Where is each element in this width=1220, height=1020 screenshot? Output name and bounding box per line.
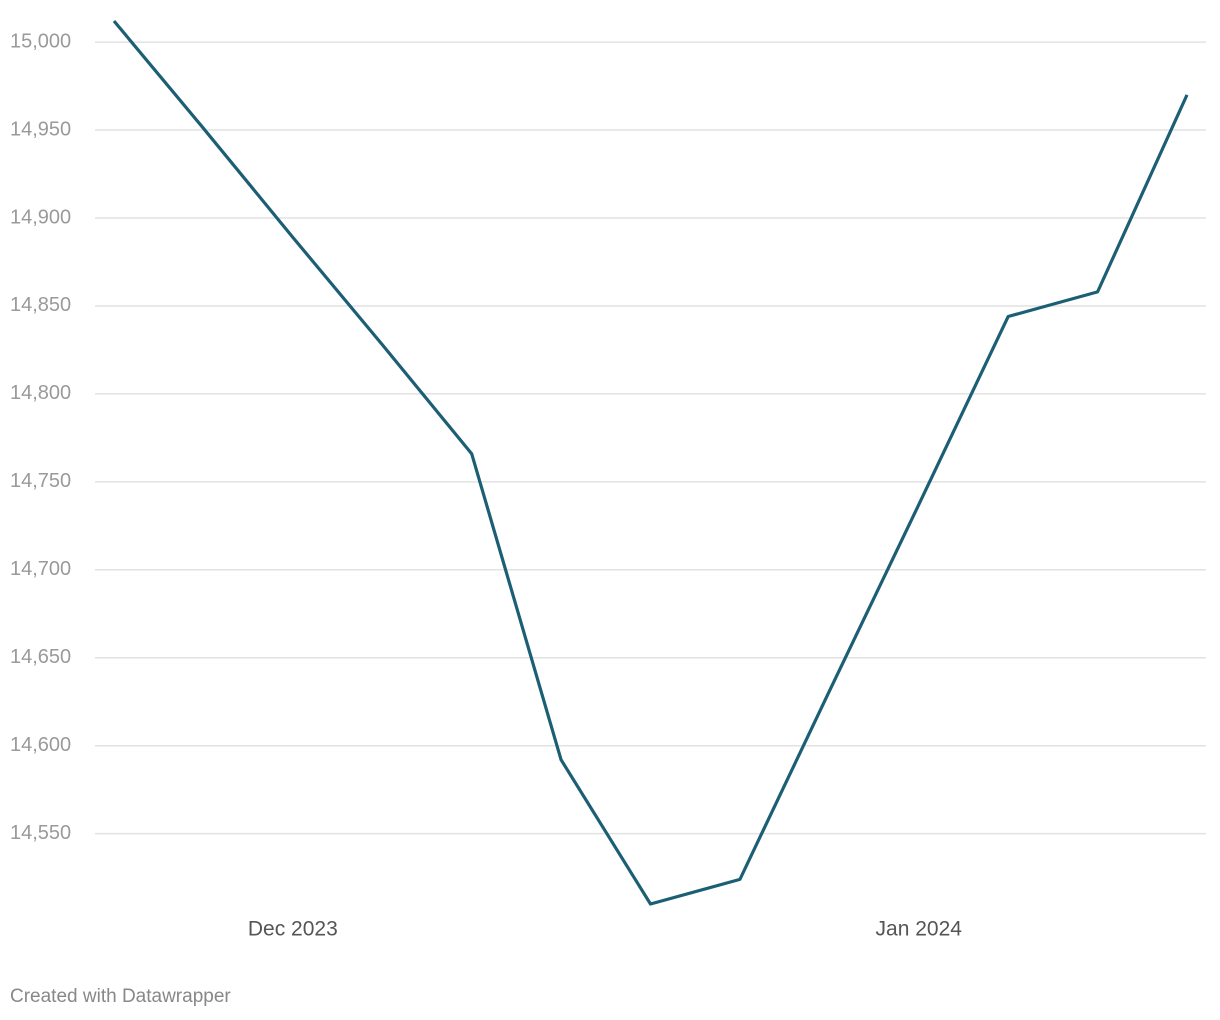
y-tick-label: 14,850 [10,294,71,316]
y-tick-label: 14,900 [10,206,71,228]
y-tick-label: 14,700 [10,558,71,580]
y-tick-label: 14,600 [10,734,71,756]
x-tick-label: Jan 2024 [876,918,963,941]
y-tick-label: 14,800 [10,382,71,404]
y-tick-label: 14,650 [10,646,71,668]
y-tick-label: 14,750 [10,470,71,492]
y-tick-label: 14,550 [10,822,71,844]
footer: Created with Datawrapper [10,986,231,1007]
y-tick-label: 15,000 [10,30,71,52]
y-tick-label: 14,950 [10,118,71,140]
line [112,19,1189,906]
x-tick-label: Dec 2023 [248,918,338,941]
